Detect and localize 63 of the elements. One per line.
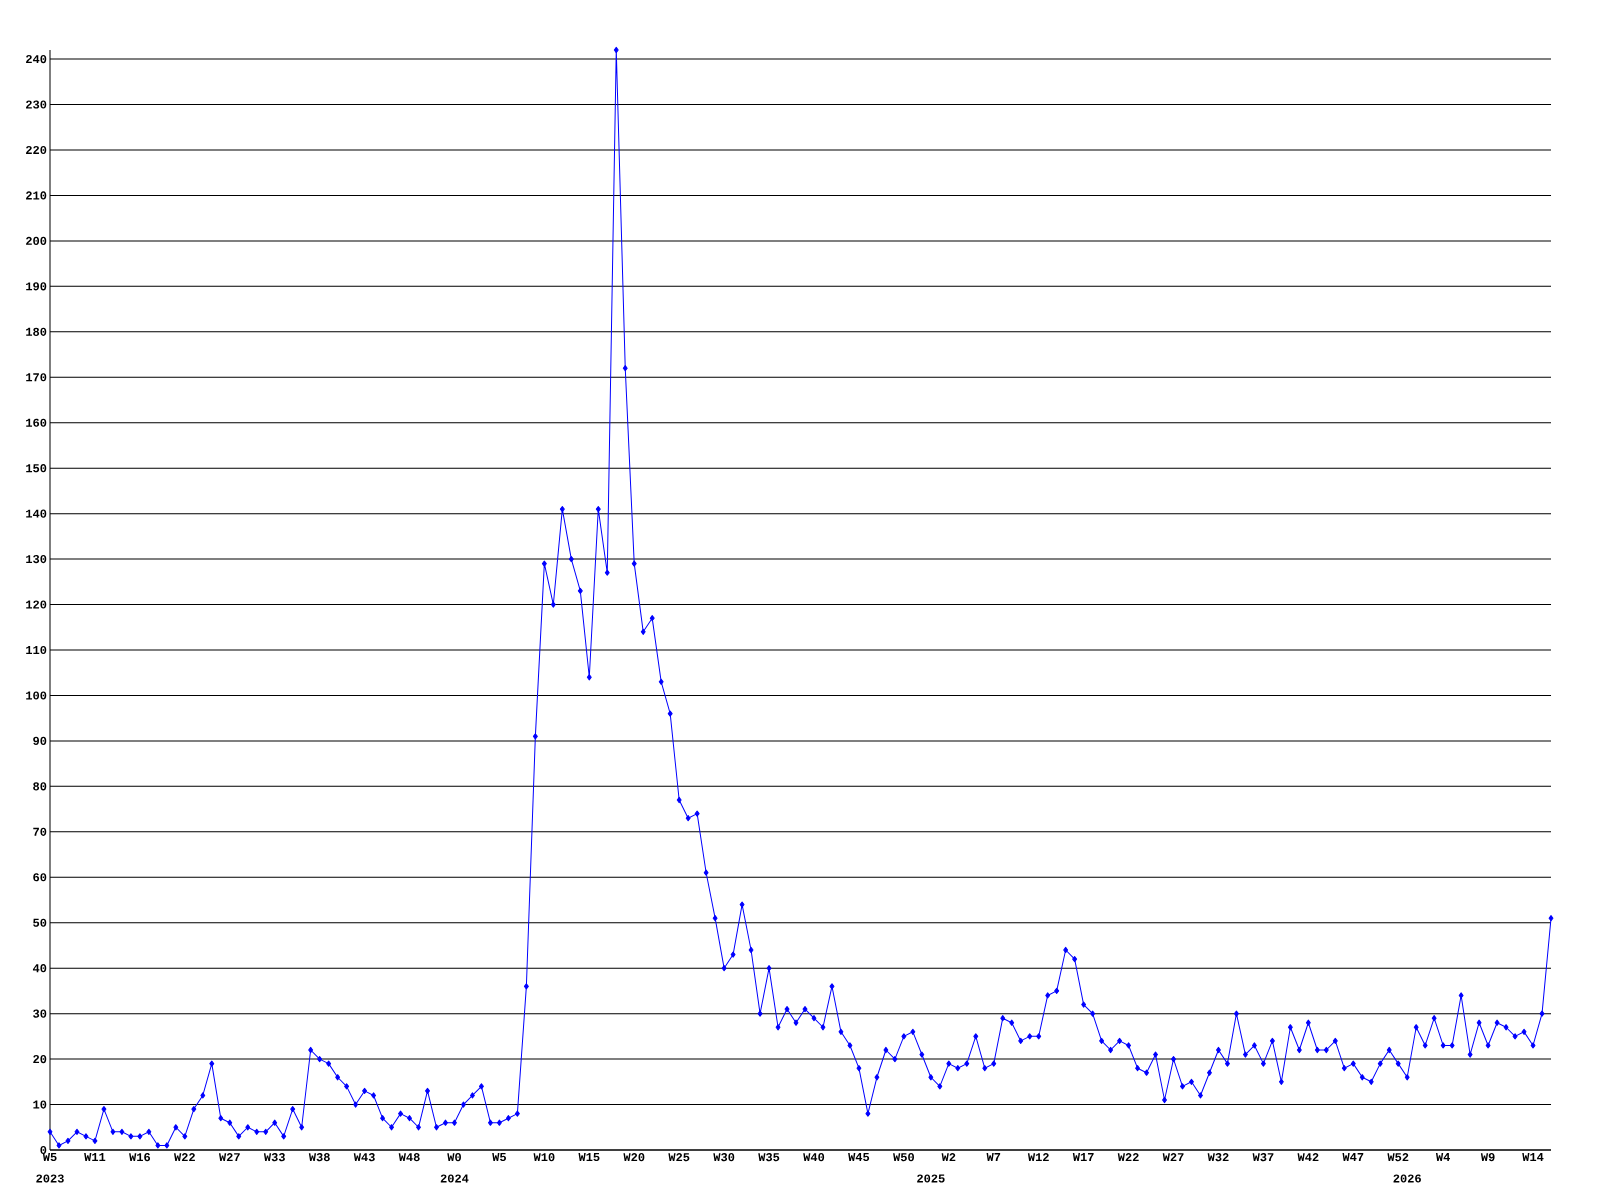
x-tick-label: W47: [1342, 1153, 1364, 1161]
y-tick-label: 180: [26, 327, 47, 336]
y-tick-label: 40: [32, 964, 47, 973]
x-tick-label: W25: [668, 1153, 690, 1162]
x-tick-label: W22: [1117, 1153, 1139, 1162]
y-tick-label: 80: [33, 782, 47, 791]
y-tick-label: 60: [33, 873, 47, 882]
x-tick-label: W35: [758, 1153, 780, 1162]
x-tick-label: W52: [1387, 1153, 1409, 1162]
y-tick-label: 50: [33, 918, 47, 927]
y-tick-label: 120: [26, 600, 47, 609]
x-tick-label: W10: [533, 1153, 555, 1162]
text: 2026: [1393, 1174, 1421, 1183]
y-tick-label: 20: [33, 1055, 47, 1064]
x-tick-label: W11: [84, 1153, 106, 1161]
x-tick-label: W0: [447, 1153, 461, 1162]
y-tick-label: 230: [26, 100, 47, 109]
x-tick-label: W5: [492, 1153, 506, 1162]
y-tick-label: 0: [40, 1145, 47, 1155]
y-tick-label: 100: [26, 691, 47, 700]
x-tick-label: W43: [353, 1153, 375, 1162]
y-tick-label: 200: [26, 236, 47, 245]
x-tick-label: W37: [1252, 1153, 1274, 1162]
x-tick-label: W20: [623, 1153, 645, 1162]
x-tick-label: W50: [893, 1153, 914, 1162]
x-tick-label: W7: [986, 1153, 1001, 1161]
y-tick-label: 140: [26, 509, 47, 518]
x-tick-label: W15: [578, 1153, 600, 1162]
y-tick-label: 30: [33, 1009, 47, 1018]
x-tick-label: W12: [1027, 1153, 1049, 1162]
y-tick-label: 110: [26, 645, 47, 655]
text: 2023: [36, 1174, 64, 1183]
x-tick-label: W22: [174, 1153, 195, 1162]
text: 2024: [440, 1174, 469, 1183]
y-tick-label: 170: [26, 373, 47, 382]
x-tick-label: W45: [848, 1153, 870, 1162]
x-tick-label: W5: [42, 1153, 57, 1162]
text: 2025: [917, 1174, 945, 1183]
y-tick-label: 220: [26, 145, 47, 155]
x-tick-label: W4: [1435, 1153, 1450, 1161]
x-tick-label: W30: [713, 1153, 735, 1162]
x-tick-label: W17: [1072, 1153, 1094, 1161]
y-tick-label: 130: [26, 555, 47, 564]
x-tick-label: W38: [308, 1153, 330, 1162]
x-tick-label: W33: [263, 1153, 285, 1162]
y-tick-label: 90: [33, 736, 47, 745]
x-tick-label: W48: [398, 1153, 420, 1162]
x-tick-label: W14: [1522, 1153, 1544, 1161]
x-tick-label: W9: [1480, 1153, 1495, 1162]
x-tick-label: W40: [803, 1153, 825, 1162]
x-tick-label: W32: [1207, 1153, 1229, 1162]
x-tick-label: W27: [218, 1153, 240, 1162]
x-tick-label: W42: [1297, 1153, 1319, 1162]
y-tick-label: 150: [26, 464, 47, 473]
y-tick-label: 10: [33, 1100, 47, 1109]
y-tick-label: 210: [26, 191, 47, 200]
y-tick-label: 70: [33, 827, 47, 836]
y-tick-label: 160: [26, 418, 47, 427]
x-tick-label: W16: [129, 1153, 151, 1162]
x-tick-label: W27: [1162, 1153, 1184, 1162]
y-tick-label: 240: [26, 55, 47, 64]
x-tick-label: W2: [941, 1153, 956, 1162]
y-tick-label: 190: [26, 282, 47, 291]
